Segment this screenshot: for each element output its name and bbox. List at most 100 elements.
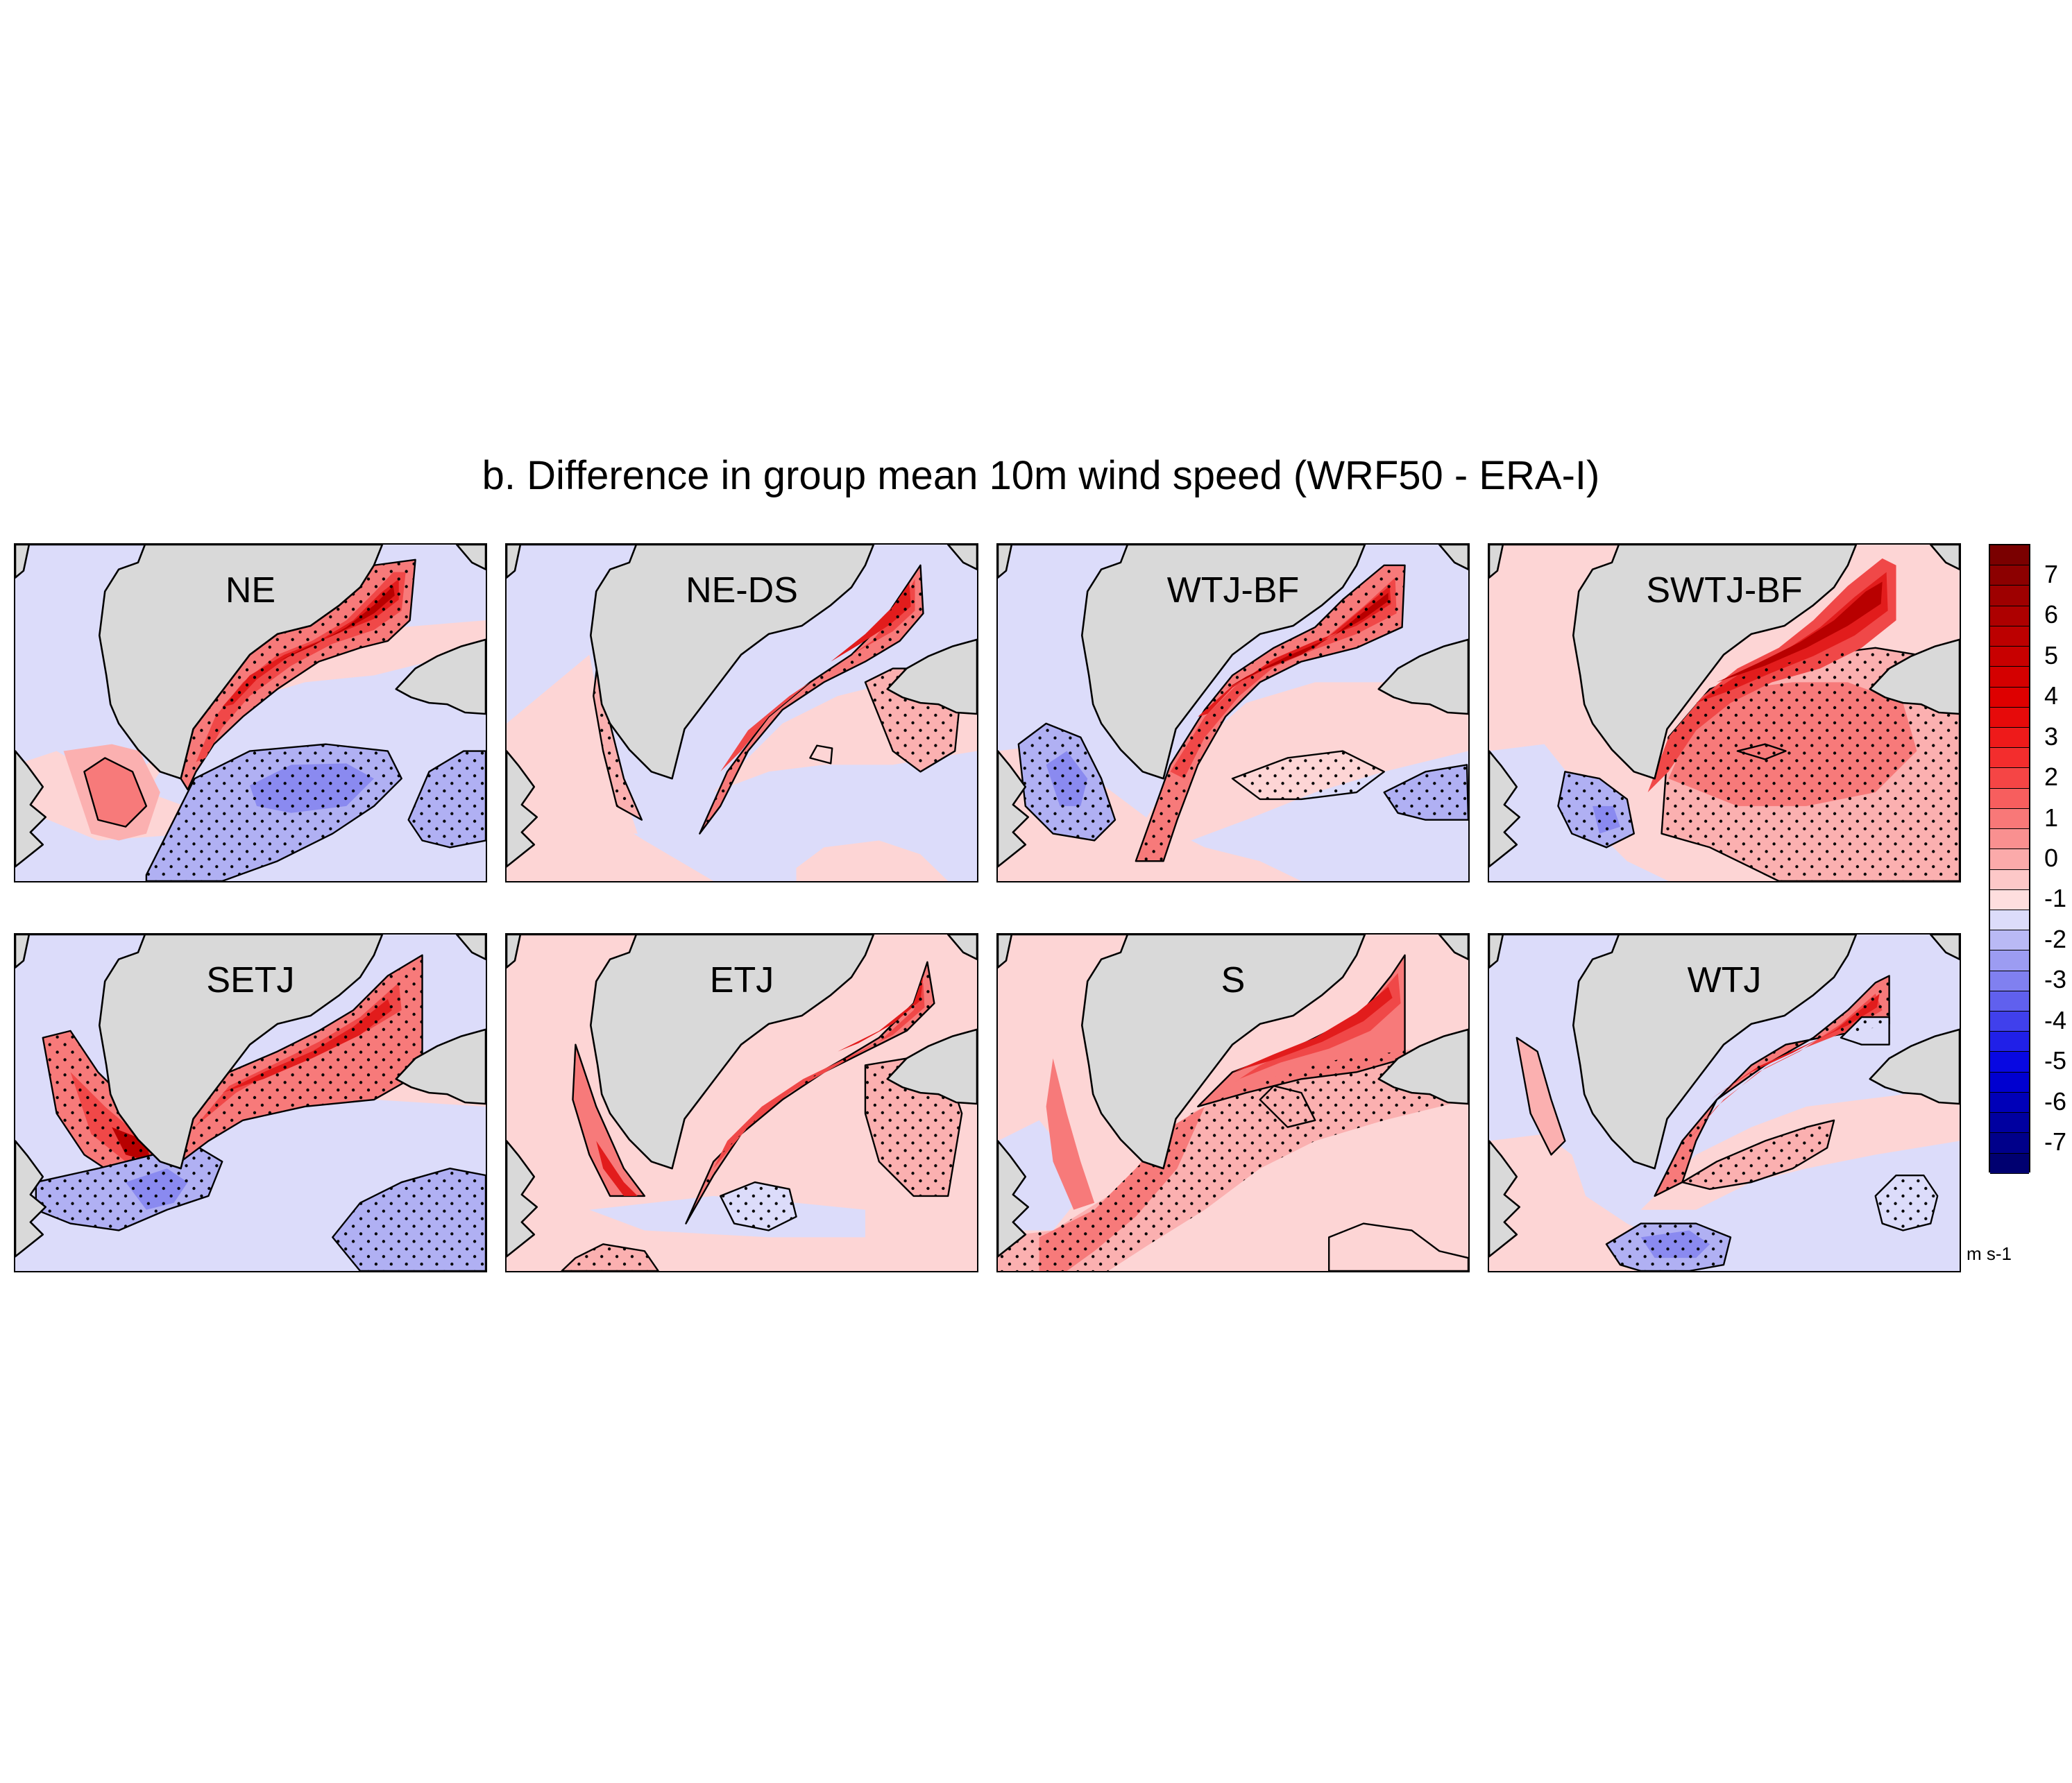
panel-label: WTJ-BF (1166, 570, 1300, 611)
landmass (1438, 545, 1468, 570)
contour-region (1515, 1036, 1566, 1156)
panel-label: SWTJ-BF (1646, 570, 1803, 611)
canada-landmass (1489, 750, 1521, 868)
colorbar-segment (1990, 788, 2029, 809)
contour-region (809, 744, 833, 765)
greenland-landmass (15, 935, 384, 1170)
colorbar-tick-label: 4 (2044, 681, 2059, 710)
iceland-landmass (1377, 638, 1468, 715)
colorbar-tick-label: 2 (2044, 762, 2059, 792)
colorbar-segment (1990, 586, 2029, 606)
iceland-landmass (1869, 638, 1960, 715)
map-panel-etj: ETJ (505, 933, 978, 1272)
landmass (455, 935, 486, 960)
iceland-landmass (886, 1028, 977, 1105)
landmass (946, 545, 977, 570)
map-panel-ne: NE (14, 543, 487, 882)
colorbar-tick-label: -3 (2044, 965, 2067, 994)
colorbar-segment (1990, 1133, 2029, 1154)
colorbar-tick-label: 0 (2044, 844, 2059, 872)
contour-region (1046, 1058, 1095, 1210)
contour-region (713, 982, 925, 1169)
landmass (507, 935, 522, 969)
colorbar-segment (1990, 768, 2029, 789)
landmass (1929, 935, 1960, 960)
landmass (455, 545, 486, 570)
contour-region (146, 744, 402, 881)
colorbar (1989, 544, 2030, 1174)
map-panel-wtj-bf: WTJ-BF (996, 543, 1470, 882)
contour-region (589, 1195, 865, 1238)
greenland-landmass (507, 935, 875, 1170)
colorbar-segment (1990, 808, 2029, 830)
canada-landmass (507, 750, 538, 868)
contour-region (1736, 743, 1787, 760)
colorbar-segment (1990, 748, 2029, 769)
colorbar-segment (1990, 606, 2029, 626)
figure-title: b. Difference in group mean 10m wind spe… (482, 453, 1600, 498)
map-panel-ne-ds: NE-DS (505, 543, 978, 882)
greenland-landmass (998, 545, 1366, 780)
colorbar-tick-label: -1 (2044, 884, 2067, 913)
colorbar-tick-label: -4 (2044, 1005, 2067, 1034)
colorbar-segment (1990, 930, 2029, 951)
colorbar-segment (1990, 1072, 2029, 1093)
greenland-landmass (1489, 545, 1858, 780)
colorbar-segment (1990, 829, 2029, 850)
canada-landmass (1489, 1140, 1521, 1258)
contour-region (1327, 1222, 1468, 1271)
greenland-landmass (15, 545, 384, 780)
contour-region (1661, 647, 1960, 881)
canada-landmass (15, 750, 47, 868)
landmass (1438, 935, 1468, 960)
contour-region (1231, 750, 1385, 801)
contour-region (720, 1182, 797, 1231)
contour-region (998, 1044, 1468, 1271)
contour-region (1717, 581, 1883, 683)
map-canvas (15, 935, 486, 1271)
colorbar-segment (1990, 1012, 2029, 1032)
iceland-landmass (1377, 1028, 1468, 1105)
map-canvas (507, 935, 977, 1271)
landmass (15, 545, 31, 579)
contour-region (796, 840, 949, 881)
colorbar-segment (1990, 1113, 2029, 1134)
contour-region (1606, 1223, 1731, 1271)
colorbar-segment (1990, 910, 2029, 931)
map-panel-s: S (996, 933, 1470, 1272)
landmass (15, 935, 31, 969)
colorbar-tick-label: 1 (2044, 803, 2059, 832)
panel-label: S (1221, 960, 1246, 1000)
colorbar-segment (1990, 991, 2029, 1012)
map-canvas (507, 545, 977, 881)
landmass (1489, 545, 1504, 579)
colorbar-tick-label: 6 (2044, 600, 2059, 629)
landmass (507, 545, 522, 579)
map-canvas (998, 935, 1468, 1271)
map-canvas (998, 545, 1468, 881)
colorbar-tick-label: -6 (2044, 1086, 2067, 1116)
canada-landmass (507, 1140, 538, 1258)
colorbar-tick-label: -7 (2044, 1127, 2067, 1157)
contour-region (561, 1244, 659, 1271)
contour-region (1018, 723, 1116, 841)
landmass (946, 935, 977, 960)
landmass (998, 935, 1013, 969)
iceland-landmass (1869, 1028, 1960, 1105)
colorbar-tick-label: 3 (2044, 722, 2059, 751)
landmass (1489, 935, 1504, 969)
colorbar-segment (1990, 687, 2029, 708)
map-panel-wtj: WTJ (1488, 933, 1961, 1272)
map-panel-swtj-bf: SWTJ-BF (1488, 543, 1961, 882)
colorbar-segment (1990, 626, 2029, 647)
colorbar-segment (1990, 565, 2029, 586)
colorbar-segment (1990, 1092, 2029, 1114)
contour-region (1218, 973, 1401, 1093)
map-canvas (15, 545, 486, 881)
contour-region (1696, 572, 1888, 703)
colorbar-tick-label: 7 (2044, 559, 2059, 588)
contour-region (332, 1168, 486, 1271)
colorbar-segment (1990, 545, 2029, 566)
contour-region (180, 559, 416, 790)
map-canvas (1489, 545, 1960, 881)
